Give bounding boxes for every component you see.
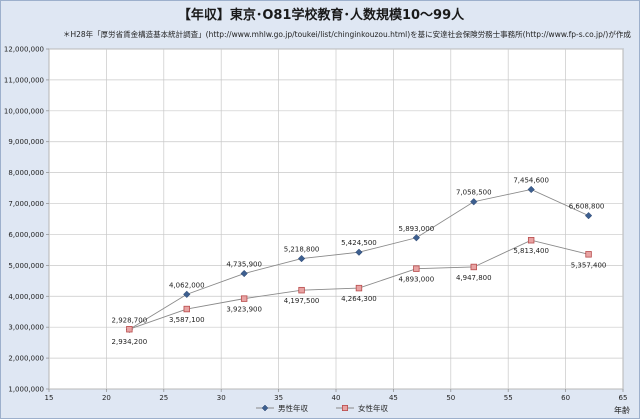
data-label-female: 4,197,500 (284, 297, 320, 305)
data-point-female (355, 284, 363, 292)
y-tick-label: 10,000,000 (4, 107, 44, 115)
data-label-female: 5,357,400 (571, 261, 607, 269)
data-point-male (584, 211, 593, 220)
data-label-female: 2,934,200 (112, 338, 148, 346)
y-tick-label: 12,000,000 (4, 46, 44, 54)
legend-label-male: 男性年収 (278, 403, 308, 413)
legend-label-female: 女性年収 (358, 403, 388, 413)
x-tick-label: 65 (619, 394, 628, 402)
data-label-female: 3,587,100 (169, 316, 205, 324)
data-label-male: 6,608,800 (569, 203, 605, 211)
legend-marker-male (261, 404, 269, 412)
data-point-female (126, 326, 133, 333)
x-tick-label: 30 (217, 394, 226, 402)
series-layer (125, 185, 593, 334)
legend-marker-female (341, 404, 348, 411)
x-tick-label: 60 (561, 394, 570, 402)
data-label-male: 4,062,000 (169, 281, 205, 289)
data-label-male: 5,424,500 (341, 239, 377, 247)
data-labels: 2,928,700 4,062,000 4,735,900 5,218,800 5,42… (112, 176, 607, 346)
data-label-female: 4,264,300 (341, 295, 377, 303)
x-axis-label: 年齢 (614, 405, 630, 415)
x-tick-label: 45 (389, 394, 398, 402)
data-point-female (470, 263, 477, 271)
x-tick-label: 20 (102, 394, 111, 402)
x-tick-label: 35 (274, 394, 283, 402)
data-point-male (470, 198, 478, 206)
x-tick-label: 50 (446, 394, 455, 402)
legend: 男性年収 女性年収 (256, 403, 388, 413)
y-tick-label: 9,000,000 (8, 138, 44, 146)
x-tick-label: 25 (159, 394, 168, 402)
y-tick-label: 11,000,000 (4, 76, 44, 84)
y-tick-label: 4,000,000 (8, 293, 44, 301)
data-label-male: 5,893,000 (399, 225, 435, 233)
chart-title: 【年収】東京･O81学校教育･人数規模10～99人 (178, 7, 465, 23)
x-tick-label: 55 (504, 394, 513, 402)
data-point-female (527, 237, 535, 244)
data-point-male (240, 269, 248, 278)
data-label-male: 5,218,800 (284, 246, 320, 254)
data-point-male (412, 234, 421, 242)
y-tick-label: 3,000,000 (8, 324, 44, 332)
data-label-female: 4,893,000 (399, 276, 435, 284)
y-axis: 1,000,000 2,000,000 3,000,000 4,000,000 5,00… (4, 46, 49, 394)
y-tick-label: 2,000,000 (8, 355, 44, 363)
y-tick-label: 7,000,000 (8, 200, 44, 208)
x-axis: 15 20 25 30 35 40 45 50 55 60 65 (45, 389, 628, 402)
x-tick-label: 40 (332, 394, 341, 402)
y-tick-label: 6,000,000 (8, 231, 44, 239)
data-label-male: 7,454,600 (513, 176, 549, 184)
data-point-male (355, 248, 363, 256)
data-label-male: 7,058,500 (456, 189, 492, 197)
data-point-female (240, 295, 248, 302)
y-tick-label: 5,000,000 (8, 262, 44, 270)
data-label-female: 5,813,400 (513, 247, 549, 255)
data-label-female: 4,947,800 (456, 274, 492, 282)
data-point-male (527, 185, 535, 194)
data-label-female: 3,923,900 (226, 306, 262, 314)
y-tick-label: 1,000,000 (8, 386, 44, 394)
chart-subtitle: ＊H28年「厚労省賃金構造基本統計調査」(http://www.mhlw.go.… (63, 29, 631, 39)
data-point-female (413, 265, 420, 272)
data-label-male: 2,928,700 (112, 316, 148, 324)
data-point-female (298, 286, 305, 294)
data-point-female (585, 251, 592, 258)
data-label-male: 4,735,900 (226, 261, 262, 269)
grid-lines (48, 48, 624, 390)
data-point-male (297, 254, 306, 263)
data-point-male (183, 290, 191, 299)
data-point-female (183, 305, 190, 313)
y-tick-label: 8,000,000 (8, 169, 44, 177)
x-tick-label: 15 (45, 394, 54, 402)
